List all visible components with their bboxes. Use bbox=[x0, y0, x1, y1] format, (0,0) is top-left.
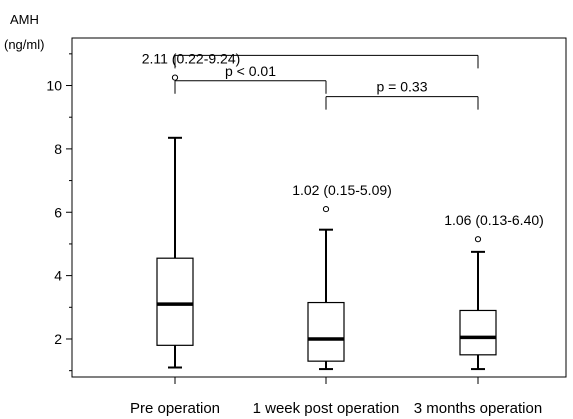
outlier-point bbox=[322, 205, 330, 213]
plot-frame bbox=[71, 37, 567, 378]
x-category-label: 1 week post operation bbox=[253, 400, 400, 417]
box: 2.11 (0.22-9.24) bbox=[142, 51, 241, 369]
box-body bbox=[307, 301, 345, 362]
y-tick-label: 4 bbox=[54, 268, 62, 284]
median-range-label: 1.06 (0.13-6.40) bbox=[444, 212, 544, 228]
median-range-label: 2.11 (0.22-9.24) bbox=[142, 51, 241, 67]
significance-bracket: p = 0.33 bbox=[325, 79, 479, 110]
significance-bracket bbox=[174, 54, 479, 69]
y-tick-label: 6 bbox=[54, 204, 62, 220]
x-category-label: Pre operation bbox=[130, 400, 220, 417]
y-tick-label: 8 bbox=[54, 141, 62, 157]
outlier-point bbox=[171, 74, 179, 81]
y-tick-label: 2 bbox=[54, 331, 62, 347]
box-body bbox=[156, 257, 194, 346]
median-range-label: 1.02 (0.15-5.09) bbox=[292, 182, 392, 198]
significance-bracket: p < 0.01 bbox=[174, 63, 327, 94]
p-value-label: p < 0.01 bbox=[225, 63, 276, 79]
y-axis-label-line2: (ng/ml) bbox=[4, 37, 44, 52]
y-axis-label-line1: AMH bbox=[10, 12, 39, 27]
box-body bbox=[459, 309, 497, 356]
box: 1.02 (0.15-5.09) bbox=[292, 182, 392, 371]
p-value-label: p = 0.33 bbox=[377, 79, 428, 95]
box: 1.06 (0.13-6.40) bbox=[444, 212, 544, 371]
outlier-point bbox=[474, 236, 482, 243]
y-tick-label: 10 bbox=[46, 78, 62, 94]
box-series: 2.11 (0.22-9.24) 1.02 (0.15-5.09) 1.06 (0.… bbox=[142, 51, 544, 371]
significance-brackets: p < 0.01 p = 0.33 bbox=[174, 54, 479, 110]
axes: 2 4 6 8 10 Pre operation 1 week post operation… bbox=[46, 37, 567, 417]
x-category-label: 3 months operation bbox=[414, 400, 542, 417]
